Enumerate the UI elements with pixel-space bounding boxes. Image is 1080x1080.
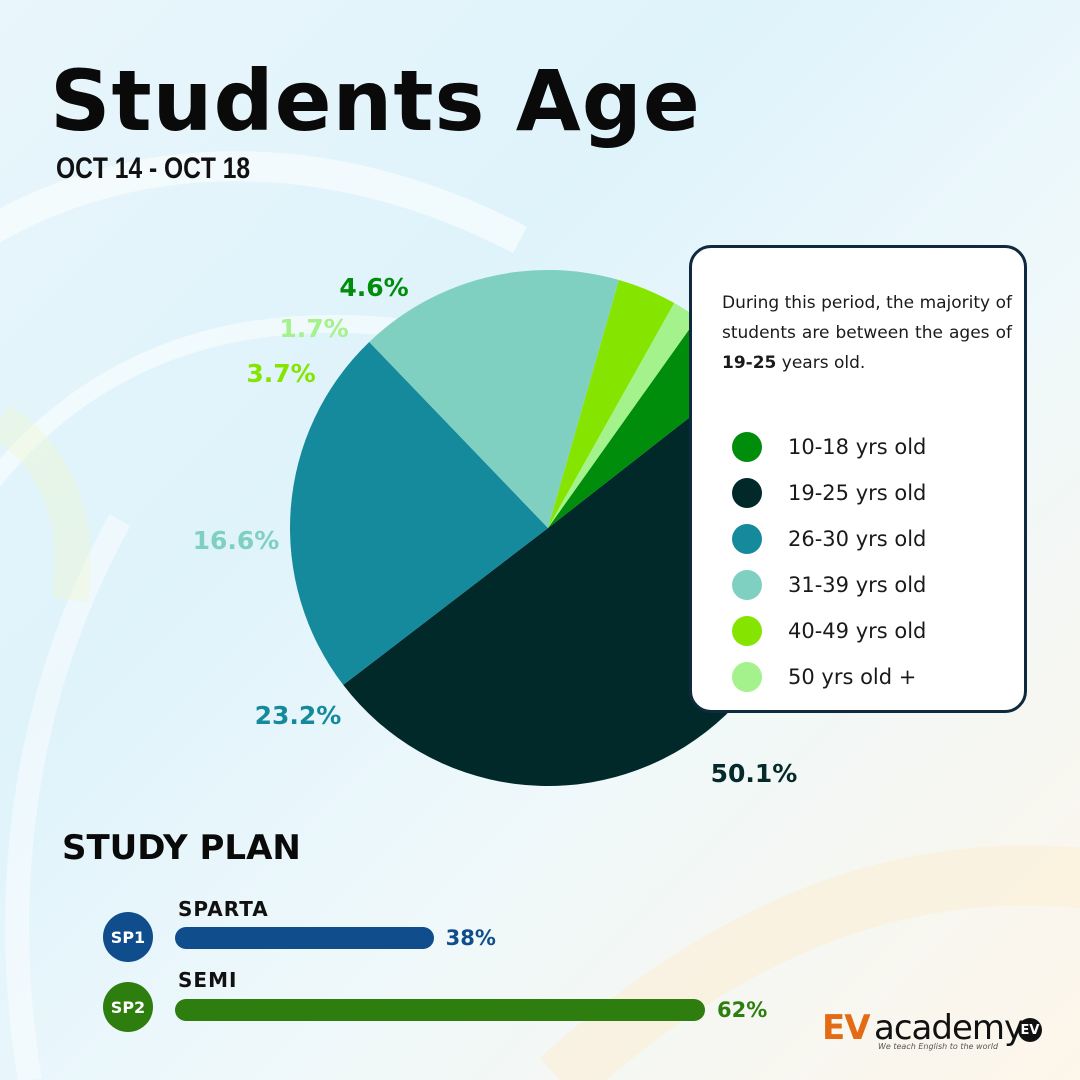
legend-label: 26-30 yrs old bbox=[788, 527, 927, 551]
logo-mark-icon: EV bbox=[1018, 1018, 1042, 1042]
legend-label: 19-25 yrs old bbox=[788, 481, 927, 505]
plan-bar-fill bbox=[175, 999, 705, 1021]
pie-slice-40-49-yrs-old bbox=[548, 279, 675, 528]
pie-slice-31-39-yrs-old bbox=[369, 270, 619, 528]
ev-academy-logo: EV academy We teach English to the world… bbox=[822, 1008, 1044, 1056]
legend-item: 40-49 yrs old bbox=[732, 608, 926, 654]
plan-badge: SP2 bbox=[103, 982, 153, 1032]
plan-percent: 62% bbox=[717, 998, 768, 1022]
plan-name: SPARTA bbox=[178, 897, 269, 921]
logo-tagline: We teach English to the world bbox=[878, 1042, 999, 1051]
pie-data-label: 3.7% bbox=[246, 359, 315, 388]
legend-label: 40-49 yrs old bbox=[788, 619, 927, 643]
legend-swatch bbox=[732, 524, 762, 554]
legend-item: 10-18 yrs old bbox=[732, 424, 926, 470]
info-text-before: During this period, the majority of stud… bbox=[722, 293, 1012, 343]
info-text: During this period, the majority of stud… bbox=[722, 288, 1012, 378]
info-text-after: years old. bbox=[776, 353, 866, 373]
plan-bar-track bbox=[175, 927, 434, 949]
pie-data-label: 4.6% bbox=[339, 273, 408, 302]
legend-label: 10-18 yrs old bbox=[788, 435, 927, 459]
legend-item: 31-39 yrs old bbox=[732, 562, 926, 608]
logo-academy: academy bbox=[874, 1008, 1024, 1048]
page-title: Students Age bbox=[50, 52, 701, 150]
pie-data-label: 50.1% bbox=[711, 759, 798, 788]
info-card: During this period, the majority of stud… bbox=[689, 245, 1027, 713]
info-highlight: 19-25 bbox=[722, 353, 777, 373]
legend-swatch bbox=[732, 432, 762, 462]
pie-slice-26-30-yrs-old bbox=[290, 341, 548, 685]
legend: 10-18 yrs old 19-25 yrs old 26-30 yrs ol… bbox=[732, 424, 926, 700]
legend-item: 19-25 yrs old bbox=[732, 470, 926, 516]
plan-badge: SP1 bbox=[103, 912, 153, 962]
legend-item: 26-30 yrs old bbox=[732, 516, 926, 562]
study-plan-title: STUDY PLAN bbox=[62, 828, 301, 868]
plan-percent: 38% bbox=[445, 926, 496, 950]
legend-label: 31-39 yrs old bbox=[788, 573, 927, 597]
legend-swatch bbox=[732, 570, 762, 600]
legend-swatch bbox=[732, 662, 762, 692]
plan-bar-fill bbox=[175, 927, 434, 949]
pie-slice-50-yrs-old bbox=[548, 303, 698, 528]
legend-swatch bbox=[732, 616, 762, 646]
logo-ev: EV bbox=[822, 1008, 871, 1048]
legend-label: 50 yrs old + bbox=[788, 665, 917, 689]
date-range: OCT 14 - OCT 18 bbox=[56, 152, 251, 185]
plan-name: SEMI bbox=[178, 968, 238, 992]
pie-data-label: 23.2% bbox=[255, 701, 342, 730]
plan-bar-track bbox=[175, 999, 705, 1021]
pie-data-label: 16.6% bbox=[193, 526, 280, 555]
pie-data-label: 1.7% bbox=[279, 314, 348, 343]
legend-item: 50 yrs old + bbox=[732, 654, 926, 700]
legend-swatch bbox=[732, 478, 762, 508]
